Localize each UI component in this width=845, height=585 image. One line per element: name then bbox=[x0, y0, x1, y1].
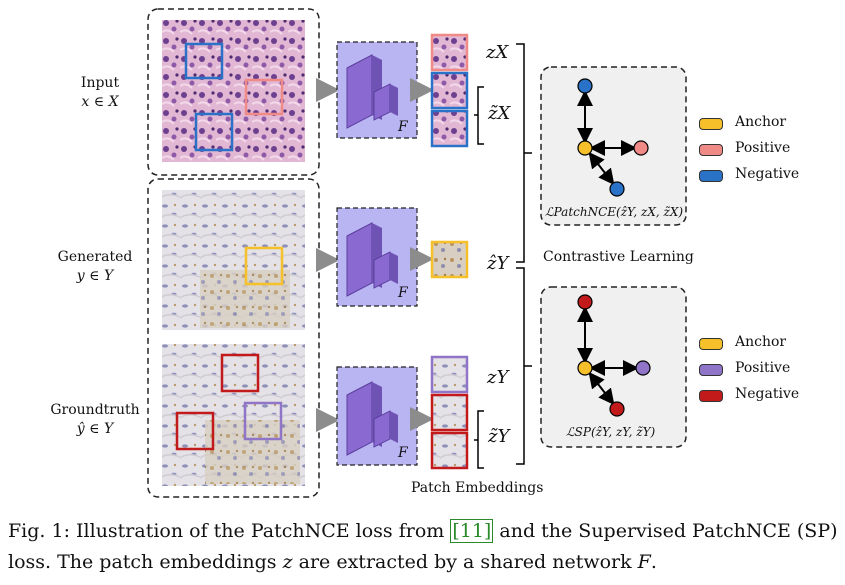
node-negative-top bbox=[577, 78, 593, 94]
legend-swatch bbox=[699, 118, 723, 130]
groundtruth-negative-patch-2 bbox=[175, 411, 215, 451]
legend-swatch bbox=[699, 144, 723, 156]
node-negative-bottom-2 bbox=[609, 401, 625, 417]
node-positive-top bbox=[633, 140, 649, 156]
network-label-top: F bbox=[398, 119, 408, 135]
node-positive-bottom bbox=[635, 360, 651, 376]
network-middle bbox=[336, 207, 418, 307]
node-anchor-bottom bbox=[577, 360, 593, 376]
bracket-contrastive bbox=[516, 43, 532, 263]
patchnce-box bbox=[540, 66, 687, 226]
label-zy: zY bbox=[487, 367, 509, 388]
label-zy-tilde: z̃Y bbox=[488, 426, 510, 447]
contrastive-learning-label: Contrastive Learning bbox=[543, 249, 694, 265]
loss-sp: ℒSP(ẑY, zY, z̃Y) bbox=[566, 425, 656, 439]
label-input: Input x ∈ X bbox=[80, 75, 120, 110]
label-zx-tilde: z̃X bbox=[488, 103, 511, 124]
input-negative-patch-2 bbox=[194, 112, 234, 152]
figure-caption: Fig. 1: Illustration of the PatchNCE los… bbox=[8, 519, 838, 573]
generated-anchor-patch bbox=[244, 246, 284, 286]
sp-graph bbox=[577, 294, 651, 417]
embedding-zy bbox=[430, 355, 469, 394]
embedding-zy-hat bbox=[430, 240, 469, 279]
label-zy-hat: ẑY bbox=[487, 253, 509, 274]
network-label-bottom: F bbox=[398, 445, 408, 461]
groundtruth-negative-patch bbox=[220, 353, 260, 393]
input-image bbox=[162, 20, 305, 162]
network-bottom bbox=[336, 366, 418, 466]
legend-swatch bbox=[699, 364, 723, 376]
legend-swatch bbox=[699, 170, 723, 182]
bracket-sp bbox=[516, 267, 532, 465]
embedding-zx-neg-2 bbox=[430, 109, 469, 148]
diagram-canvas bbox=[147, 8, 687, 498]
node-negative-bottom bbox=[577, 294, 593, 310]
node-anchor-top bbox=[577, 140, 593, 156]
citation-link[interactable]: [11] bbox=[450, 519, 494, 543]
patch-embeddings-label: Patch Embeddings bbox=[411, 480, 544, 496]
input-positive-patch bbox=[244, 78, 284, 116]
patchnce-graph bbox=[577, 78, 649, 197]
groundtruth-positive-patch bbox=[243, 401, 283, 441]
label-generated: Generated y ∈ Y bbox=[57, 249, 133, 284]
input-panel-border bbox=[147, 8, 320, 176]
label-zx: zX bbox=[486, 42, 509, 63]
embedding-zx bbox=[430, 33, 469, 72]
network-label-middle: F bbox=[398, 285, 408, 301]
node-negative-top-2 bbox=[609, 181, 625, 197]
legend-swatch bbox=[699, 390, 723, 402]
embedding-zx-neg-1 bbox=[430, 71, 469, 110]
loss-patchnce: ℒPatchNCE(ẑY, zX, z̃X) bbox=[545, 205, 684, 219]
output-panel-border bbox=[147, 178, 320, 498]
bracket-zy-tilde bbox=[474, 410, 484, 469]
bracket-zx-tilde bbox=[474, 86, 484, 145]
embedding-zy-neg-2 bbox=[430, 431, 469, 470]
legend-swatch bbox=[699, 338, 723, 350]
network-top bbox=[336, 41, 418, 139]
embedding-zy-neg-1 bbox=[430, 393, 469, 432]
label-groundtruth: Groundtruth ŷ ∈ Y bbox=[50, 402, 140, 437]
input-negative-patch bbox=[184, 42, 224, 80]
